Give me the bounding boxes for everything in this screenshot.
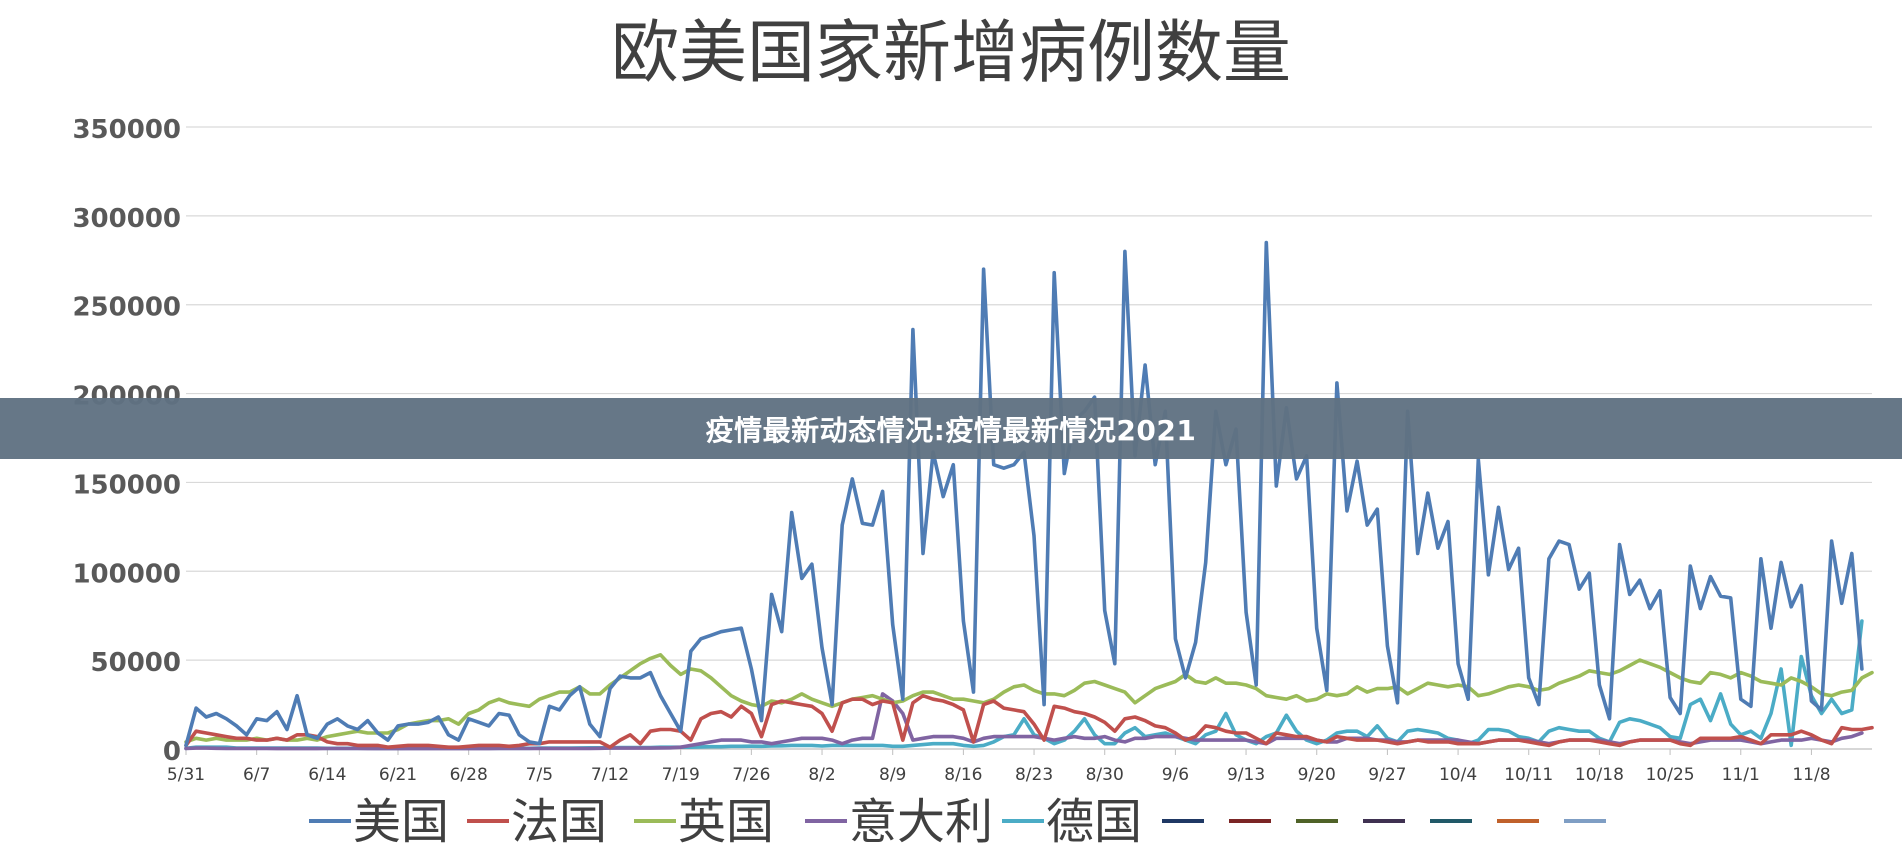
y-tick-label: 0	[163, 737, 181, 767]
y-tick-label: 100000	[72, 559, 181, 589]
y-tick-label: 150000	[72, 470, 181, 500]
x-tick-label: 8/16	[944, 765, 982, 785]
x-tick-label: 11/8	[1792, 765, 1830, 785]
x-tick-label: 10/4	[1439, 765, 1477, 785]
x-tick-label: 8/30	[1086, 765, 1124, 785]
x-tick-label: 8/23	[1015, 765, 1053, 785]
x-tick-label: 6/21	[379, 765, 417, 785]
series-line-1	[184, 693, 1874, 750]
x-tick-label: 6/14	[308, 765, 346, 785]
x-tick-label: 9/13	[1227, 765, 1265, 785]
y-tick-label: 50000	[91, 648, 181, 678]
x-axis: 5/31 6/7 6/14 6/21 6/28 7/5 7/12 7/19 7/26 8/2 8/9…	[167, 749, 1831, 785]
legend-label: 英国	[678, 794, 774, 850]
series-line-0	[184, 240, 1864, 748]
x-tick-label: 10/11	[1504, 765, 1553, 785]
x-tick-label: 6/28	[450, 765, 488, 785]
x-tick-label: 9/20	[1298, 765, 1336, 785]
legend-label: 德国	[1046, 794, 1142, 850]
x-tick-label: 11/1	[1722, 765, 1760, 785]
x-tick-label: 10/25	[1646, 765, 1695, 785]
y-tick-label: 350000	[72, 115, 181, 145]
x-tick-label: 10/18	[1575, 765, 1624, 785]
x-tick-label: 9/6	[1162, 765, 1189, 785]
legend: 美国 法国 英国 意大利 德国	[309, 794, 1606, 850]
x-tick-label: 6/7	[243, 765, 270, 785]
y-tick-label: 250000	[72, 293, 181, 323]
x-tick-label: 8/2	[808, 765, 835, 785]
legend-label: 美国	[353, 794, 449, 850]
series-line-2	[184, 652, 1874, 744]
y-tick-label: 300000	[72, 204, 181, 234]
x-tick-label: 7/26	[732, 765, 770, 785]
legend-label: 意大利	[849, 794, 993, 850]
series-lines	[184, 240, 1874, 751]
caption-banner: 疫情最新动态情况:疫情最新情况2021	[0, 398, 1902, 459]
x-tick-label: 7/19	[662, 765, 700, 785]
x-tick-label: 8/9	[879, 765, 906, 785]
legend-label: 法国	[511, 794, 607, 850]
x-tick-label: 7/12	[591, 765, 629, 785]
x-tick-label: 5/31	[167, 765, 205, 785]
banner-text: 疫情最新动态情况:疫情最新情况2021	[705, 413, 1197, 447]
x-tick-label: 9/27	[1368, 765, 1406, 785]
chart-title: 欧美国家新增病例数量	[611, 14, 1291, 93]
x-tick-label: 7/5	[526, 765, 553, 785]
